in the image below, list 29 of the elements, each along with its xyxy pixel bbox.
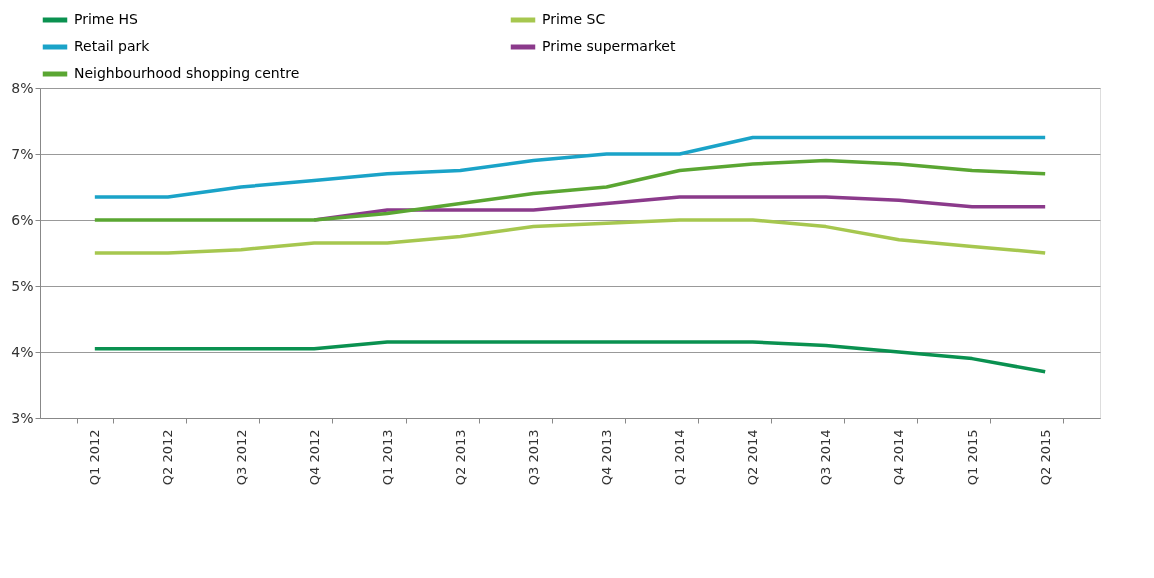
- line-series: [93, 135, 1047, 199]
- x-tick-label: Q4 2013: [599, 429, 615, 486]
- legend-label: Retail park: [74, 38, 151, 54]
- x-tick-label: Q4 2014: [891, 429, 907, 486]
- x-tick-label: Q1 2013: [379, 429, 395, 486]
- y-tick-label: 3%: [11, 409, 34, 426]
- x-tick-label: Q1 2014: [672, 429, 688, 486]
- legend-label: Prime HS: [74, 11, 139, 27]
- x-tick-label: Q2 2013: [452, 429, 468, 486]
- x-tick-label: Q2 2012: [160, 429, 176, 486]
- x-tick-label: Q3 2013: [525, 429, 541, 486]
- x-tick-label: Q3 2012: [233, 429, 249, 486]
- line-series: [93, 218, 1047, 255]
- x-tick-label: Q1 2012: [87, 429, 103, 486]
- y-tick-label: 8%: [11, 79, 34, 96]
- legend-label: Prime SC: [542, 11, 606, 27]
- x-tick-label: Q1 2015: [964, 429, 980, 486]
- legend-label: Prime supermarket: [542, 38, 676, 54]
- y-tick-label: 5%: [11, 277, 34, 294]
- x-tick-label: Q2 2015: [1037, 429, 1053, 486]
- line-series: [93, 158, 1047, 222]
- x-tick-label: Q3 2014: [818, 429, 834, 486]
- x-tick-label: Q4 2012: [306, 429, 322, 486]
- y-tick-label: 4%: [11, 343, 34, 360]
- x-tick-label: Q2 2014: [745, 429, 761, 486]
- legend-label: Neighbourhood shopping centre: [74, 65, 300, 81]
- y-tick-label: 6%: [11, 211, 34, 228]
- line-series: [93, 340, 1047, 374]
- y-tick-label: 7%: [11, 145, 34, 162]
